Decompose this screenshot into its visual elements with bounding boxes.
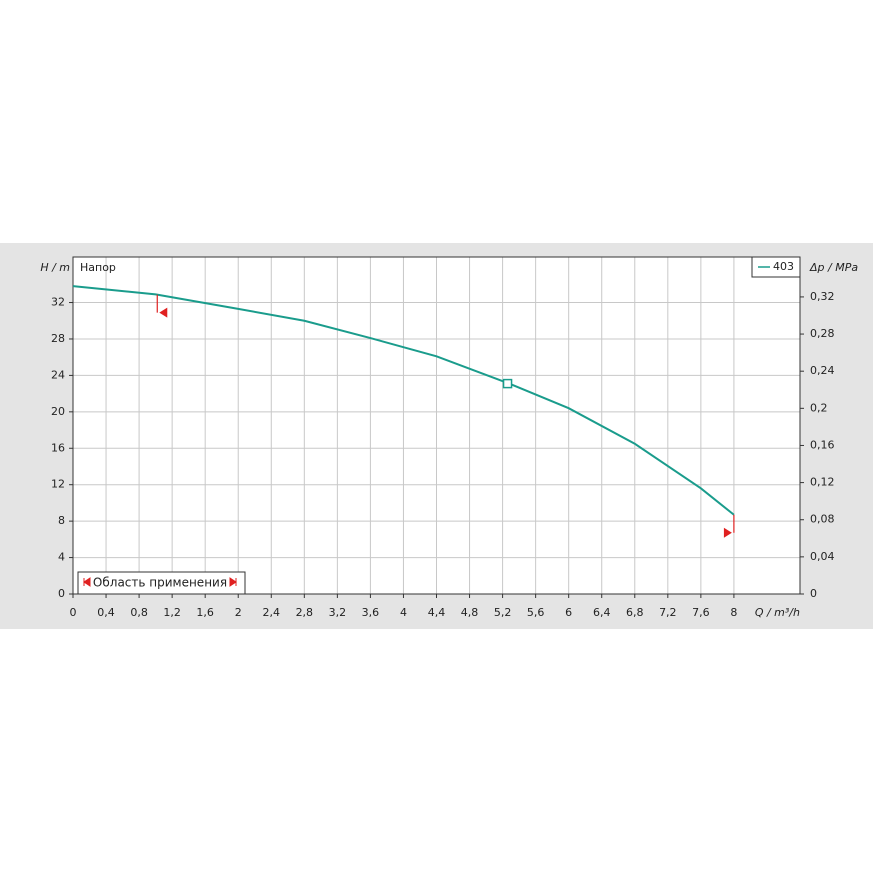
x-tick-label: 4,8 xyxy=(461,606,479,619)
y2-tick-label: 0,16 xyxy=(810,438,835,451)
x-tick-label: 2,8 xyxy=(296,606,314,619)
y-tick-label: 16 xyxy=(51,441,65,454)
x-tick-label: 0,4 xyxy=(97,606,115,619)
y2-tick-label: 0,08 xyxy=(810,513,835,526)
y-tick-label: 28 xyxy=(51,332,65,345)
y2-tick-label: 0 xyxy=(810,587,817,600)
range-arrow xyxy=(83,577,91,587)
x-tick-label: 7,6 xyxy=(692,606,710,619)
range-arrow xyxy=(229,577,237,587)
operating-point xyxy=(502,378,513,389)
x-tick-label: 3,6 xyxy=(362,606,380,619)
x-tick-label: 1,2 xyxy=(163,606,181,619)
x-tick-label: 6,4 xyxy=(593,606,611,619)
curve xyxy=(72,285,735,516)
range-limit-arrow xyxy=(723,527,732,538)
y-tick-label: 12 xyxy=(51,478,65,491)
x-tick-label: 1,6 xyxy=(196,606,214,619)
y-axis-label: H / m xyxy=(40,261,70,274)
y-tick-label: 20 xyxy=(51,405,65,418)
x-tick-label: 0 xyxy=(70,606,77,619)
range-box xyxy=(77,571,246,595)
y2-tick-label: 0,24 xyxy=(810,364,835,377)
x-tick-label: 2 xyxy=(235,606,242,619)
x-tick-label: 7,2 xyxy=(659,606,677,619)
y-tick-label: 8 xyxy=(58,514,65,527)
x-tick-label: 4,4 xyxy=(428,606,446,619)
x-tick-label: 6,8 xyxy=(626,606,644,619)
legend-box xyxy=(751,256,801,278)
y-tick-label: 4 xyxy=(58,551,65,564)
y-tick-label: 24 xyxy=(51,368,65,381)
y-tick-label: 32 xyxy=(51,296,65,309)
x-tick-label: 6 xyxy=(565,606,572,619)
annotation: Напор xyxy=(80,261,116,274)
y2-tick-label: 0,28 xyxy=(810,327,835,340)
range-label: Область применения xyxy=(93,576,227,590)
x-tick-label: 0,8 xyxy=(130,606,148,619)
y2-tick-label: 0,04 xyxy=(810,550,835,563)
x-tick-label: 2,4 xyxy=(263,606,281,619)
x-tick-label: 4 xyxy=(400,606,407,619)
range-limit-arrow xyxy=(159,307,168,318)
x-axis-label: Q / m³/h xyxy=(755,606,800,619)
y2-tick-label: 0,32 xyxy=(810,290,835,303)
legend-label: 403 xyxy=(773,260,794,273)
x-tick-label: 5,2 xyxy=(494,606,512,619)
x-tick-label: 3,2 xyxy=(329,606,347,619)
x-tick-label: 5,6 xyxy=(527,606,545,619)
y2-tick-label: 0,2 xyxy=(810,401,828,414)
y2-tick-label: 0,12 xyxy=(810,476,835,489)
y2-axis-label: Δp / MPa xyxy=(809,261,858,274)
x-tick-label: 8 xyxy=(730,606,737,619)
y-tick-label: 0 xyxy=(58,587,65,600)
